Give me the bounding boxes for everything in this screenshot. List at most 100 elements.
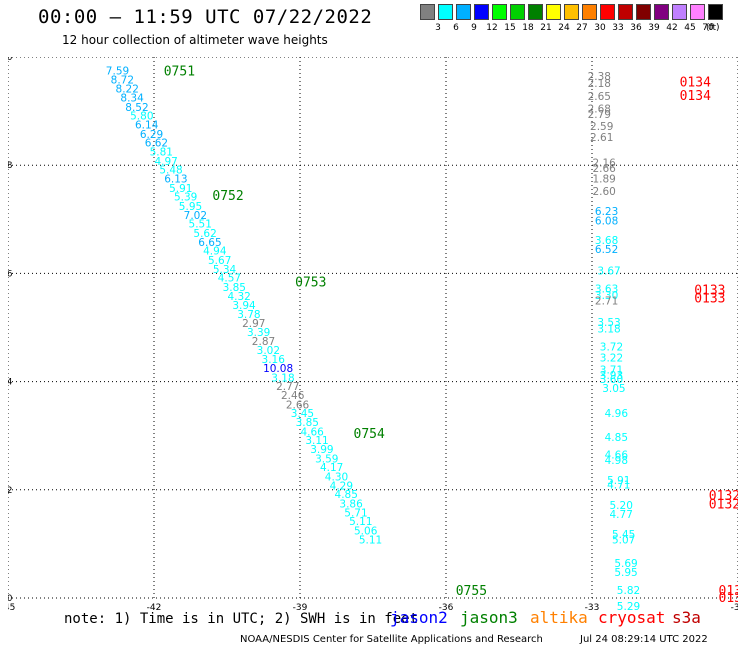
legend-label: 6 <box>453 23 459 33</box>
swh-value: 5.29 <box>617 601 640 613</box>
legend-label: 30 <box>594 23 606 33</box>
swh-value: 6.65 <box>198 237 221 249</box>
time-label: 0133 <box>694 284 725 299</box>
legend-swatch <box>546 4 561 20</box>
swh-value: 4.94 <box>203 246 227 258</box>
y-tick-label: 30 <box>8 594 13 604</box>
time-label: 0753 <box>295 276 326 291</box>
generated-timestamp: Jul 24 08:29:14 UTC 2022 <box>580 634 708 645</box>
swh-value: 4.30 <box>325 471 348 483</box>
swh-value: 4.97 <box>154 156 177 168</box>
swh-value: 5.39 <box>174 192 197 204</box>
swh-value: 4.85 <box>605 432 628 444</box>
swh-value: 4.96 <box>605 408 629 420</box>
swh-value: 4.57 <box>218 273 241 285</box>
legend-swatch <box>582 4 597 20</box>
legend-label: 36 <box>630 23 642 33</box>
swh-value: 3.59 <box>315 453 338 465</box>
swh-value: 2.16 <box>592 157 616 169</box>
legend-swatch <box>636 4 651 20</box>
satellite-altika: altika <box>530 608 588 627</box>
page-title: 00:00 – 11:59 UTC 07/22/2022 <box>38 6 373 28</box>
swh-value: 3.85 <box>223 282 246 294</box>
swh-value: 2.68 <box>588 103 611 115</box>
swh-value: 2.87 <box>252 336 275 348</box>
swh-value: 2.79 <box>588 109 611 121</box>
swh-value: 3.63 <box>595 284 618 296</box>
swh-value: 3.30 <box>595 290 618 302</box>
swh-value: 4.29 <box>330 480 353 492</box>
swh-value: 8.34 <box>120 93 144 105</box>
y-tick-label: 40 <box>8 57 13 63</box>
swh-value: 7.02 <box>184 210 207 222</box>
legend-swatch <box>690 4 705 20</box>
swh-value: 6.62 <box>145 137 168 149</box>
swh-value: 3.16 <box>262 354 286 366</box>
swh-value: 3.60 <box>600 374 623 386</box>
time-label: 0751 <box>164 65 195 80</box>
swh-value: 2.66 <box>592 163 616 175</box>
swh-value: 5.81 <box>150 147 173 159</box>
swh-value: 2.97 <box>242 318 265 330</box>
x-tick-label: -45 <box>8 603 15 613</box>
legend-swatch <box>492 4 507 20</box>
swh-value: 7.59 <box>106 66 129 78</box>
swh-value: 2.71 <box>595 295 618 307</box>
swh-value: 3.68 <box>595 235 618 247</box>
swh-value: 5.45 <box>612 529 635 541</box>
swh-value: 6.13 <box>164 174 187 186</box>
swh-value: 1.89 <box>592 174 615 186</box>
wave-height-plot: -45-42-39-36-33-303032343638407.598.728.… <box>8 57 738 613</box>
swh-value: 4.66 <box>300 426 324 438</box>
legend-swatch <box>600 4 615 20</box>
time-label: 0131 <box>719 584 738 599</box>
y-tick-label: 32 <box>8 486 12 496</box>
swh-value: 3.85 <box>296 417 319 429</box>
swh-value: 3.22 <box>600 352 623 364</box>
swh-value: 5.11 <box>359 535 382 547</box>
legend-swatch <box>618 4 633 20</box>
credit-line: NOAA/NESDIS Center for Satellite Applica… <box>240 634 543 645</box>
swh-value: 3.11 <box>305 435 328 447</box>
legend-swatch <box>564 4 579 20</box>
swh-value: 2.46 <box>281 390 305 402</box>
swh-value: 6.08 <box>595 215 618 227</box>
swh-value: 10.08 <box>263 363 293 375</box>
y-tick-label: 34 <box>8 378 13 388</box>
swh-value: 3.78 <box>237 309 260 321</box>
swh-value: 5.91 <box>607 475 630 487</box>
legend-swatch <box>654 4 669 20</box>
x-tick-label: -33 <box>585 603 600 613</box>
swh-value: 6.52 <box>595 244 618 256</box>
swh-value: 5.71 <box>344 508 367 520</box>
y-tick-label: 36 <box>8 269 13 279</box>
time-label: 0134 <box>680 89 711 104</box>
swh-value: 3.02 <box>257 345 280 357</box>
swh-value: 5.48 <box>159 165 182 177</box>
swh-value: 6.14 <box>135 120 159 132</box>
swh-value: 5.20 <box>610 500 633 512</box>
swh-value: 4.98 <box>605 455 628 467</box>
legend-label: 18 <box>522 23 534 33</box>
swh-value: 2.38 <box>588 71 611 83</box>
satellite-jason3: jason3 <box>460 608 518 627</box>
swh-value: 3.86 <box>339 498 363 510</box>
legend-label: 70 <box>702 23 714 33</box>
x-tick-label: -30 <box>731 603 738 613</box>
swh-value: 3.72 <box>600 341 623 353</box>
swh-value: 3.45 <box>291 408 314 420</box>
page-subtitle: 12 hour collection of altimeter wave hei… <box>62 33 328 47</box>
swh-value: 8.52 <box>125 102 148 114</box>
swh-value: 5.06 <box>354 525 378 537</box>
time-label: 0132 <box>709 489 738 504</box>
legend-label: 39 <box>648 23 660 33</box>
legend-swatch <box>438 4 453 20</box>
swh-value: 4.32 <box>227 291 250 303</box>
y-tick-label: 38 <box>8 161 13 171</box>
legend-swatch <box>528 4 543 20</box>
satellite-jason2: jason2 <box>390 608 448 627</box>
swh-value: 6.29 <box>140 129 163 141</box>
swh-value: 5.69 <box>614 558 637 570</box>
swh-value: 3.93 <box>600 370 623 382</box>
swh-value: 8.22 <box>116 83 139 95</box>
